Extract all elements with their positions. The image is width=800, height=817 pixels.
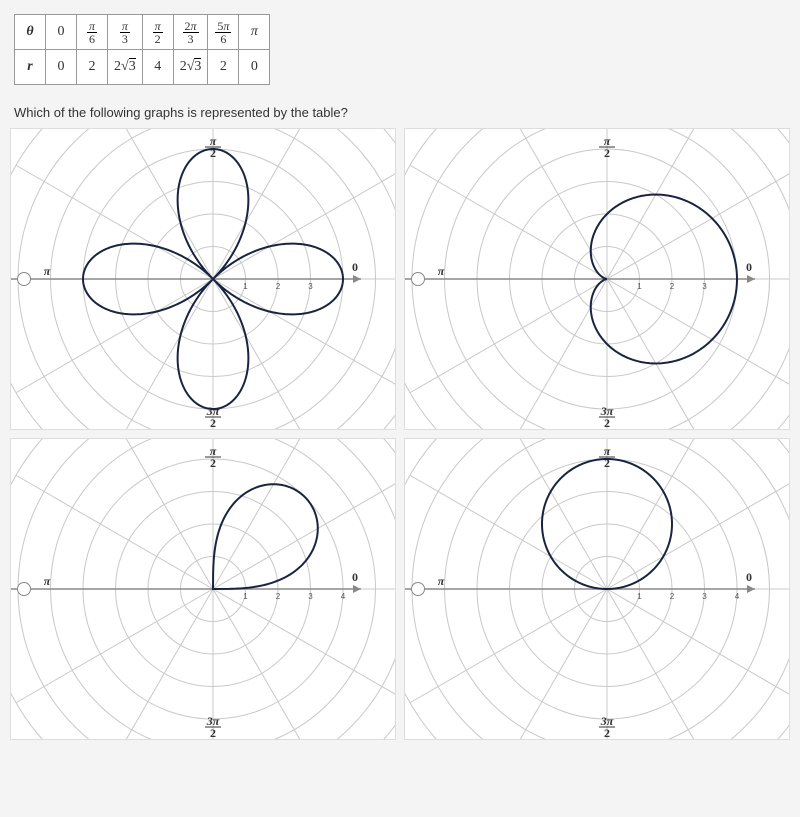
svg-text:3: 3 [308,592,313,601]
svg-text:2: 2 [210,416,216,429]
svg-text:1: 1 [637,282,642,291]
theta-cell: 2π3 [173,15,208,50]
answer-grid: 123π23π2π0 123π23π2π0 1234π23π2π0 1234π2… [10,128,790,740]
r-cell: 4 [142,50,173,85]
svg-text:2: 2 [276,282,281,291]
answer-option[interactable]: 1234π23π2π0 [404,438,790,740]
svg-text:2: 2 [670,592,675,601]
svg-text:2: 2 [670,282,675,291]
svg-text:2: 2 [210,456,216,470]
r-cell: 0 [46,50,77,85]
svg-text:2: 2 [276,592,281,601]
theta-cell: 5π6 [208,15,239,50]
value-table: θ 0 π6 π3 π2 2π3 5π6 π r 0 2 2√3 4 2√3 2… [14,14,270,85]
answer-option[interactable]: 1234π23π2π0 [10,438,396,740]
radio-icon[interactable] [411,272,425,286]
theta-cell: π2 [142,15,173,50]
theta-cell: π3 [108,15,143,50]
r-cell: 2 [208,50,239,85]
svg-text:4: 4 [735,592,740,601]
radio-icon[interactable] [17,272,31,286]
polar-chart: 1234π23π2π0 [11,439,395,739]
svg-text:4: 4 [341,592,346,601]
theta-cell: π [239,15,270,50]
svg-text:0: 0 [352,570,358,584]
svg-text:2: 2 [210,726,216,739]
svg-text:π: π [44,264,51,278]
r-header: r [15,50,46,85]
svg-text:1: 1 [243,282,248,291]
radio-icon[interactable] [17,582,31,596]
svg-text:π: π [44,574,51,588]
svg-text:3: 3 [702,282,707,291]
svg-text:0: 0 [746,570,752,584]
table-row: r 0 2 2√3 4 2√3 2 0 [15,50,270,85]
svg-text:0: 0 [746,260,752,274]
radio-icon[interactable] [411,582,425,596]
svg-text:3: 3 [702,592,707,601]
polar-chart: 123π23π2π0 [11,129,395,429]
theta-cell: 0 [46,15,77,50]
svg-text:π: π [438,264,445,278]
svg-text:3: 3 [308,282,313,291]
r-cell: 0 [239,50,270,85]
theta-header: θ [15,15,46,50]
theta-cell: π6 [77,15,108,50]
polar-chart: 1234π23π2π0 [405,439,789,739]
svg-text:2: 2 [604,146,610,160]
r-cell: 2√3 [108,50,143,85]
r-cell: 2 [77,50,108,85]
svg-text:2: 2 [604,726,610,739]
question-text: Which of the following graphs is represe… [14,105,790,120]
table-row: θ 0 π6 π3 π2 2π3 5π6 π [15,15,270,50]
svg-text:π: π [438,574,445,588]
answer-option[interactable]: 123π23π2π0 [404,128,790,430]
answer-option[interactable]: 123π23π2π0 [10,128,396,430]
svg-text:1: 1 [243,592,248,601]
polar-chart: 123π23π2π0 [405,129,789,429]
svg-text:2: 2 [604,416,610,429]
svg-text:0: 0 [352,260,358,274]
svg-text:1: 1 [637,592,642,601]
r-cell: 2√3 [173,50,208,85]
